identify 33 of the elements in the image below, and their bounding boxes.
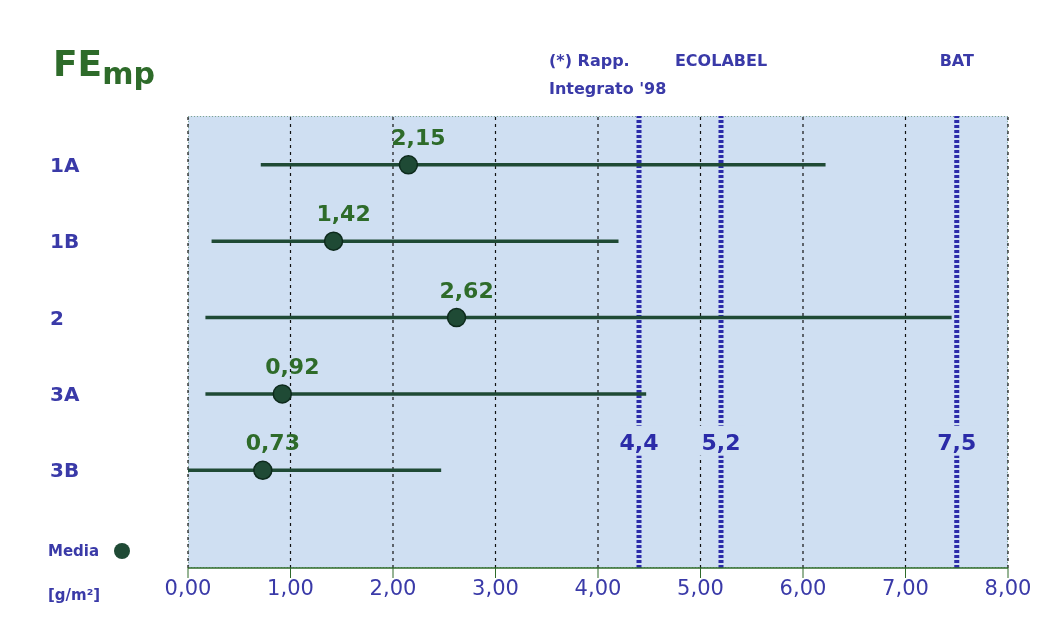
- point: [253, 460, 273, 481]
- text: BAT: [939, 51, 974, 70]
- data-label: 0,92: [265, 353, 320, 379]
- x-tick-label: 6,00: [779, 575, 827, 600]
- x-tick-label: 0,00: [164, 575, 212, 600]
- data-label: 1,42: [316, 201, 371, 227]
- ref-line-label: 4,4: [619, 429, 659, 455]
- x-tick-label: 4,00: [574, 575, 622, 600]
- ref-line-label: 7,5: [937, 429, 977, 455]
- x-tick-label: 1,00: [267, 575, 314, 600]
- x-tick-label: 8,00: [984, 575, 1032, 600]
- data-label: 0,73: [245, 430, 300, 456]
- x-tick-label: 7,00: [882, 575, 929, 600]
- legend-label: Media: [48, 542, 101, 560]
- y-tick-label: 3B: [50, 458, 80, 483]
- chart-title: FE$_{mp}$: [53, 43, 155, 92]
- y-tick-label: 2: [50, 305, 64, 330]
- x-axis-title: [g/m²]: [48, 586, 101, 604]
- text: ECOLABEL: [674, 51, 768, 70]
- x-tick-label: 2,00: [369, 575, 417, 600]
- point: [398, 155, 419, 175]
- point: [323, 231, 344, 251]
- y-tick-label: 1B: [50, 229, 80, 254]
- y-tick-label: 3A: [50, 382, 80, 407]
- point: [272, 384, 293, 404]
- data-label: 2,15: [391, 124, 446, 150]
- data-label: 2,62: [439, 277, 494, 303]
- ref-line-label: 5,2: [701, 429, 741, 455]
- x-tick-label: 3,00: [472, 575, 519, 600]
- x-tick-label: 5,00: [677, 575, 724, 600]
- y-tick-label: 1A: [50, 152, 80, 177]
- text: (*) Rapp. Integrato '98: [549, 51, 667, 98]
- point: [446, 307, 467, 328]
